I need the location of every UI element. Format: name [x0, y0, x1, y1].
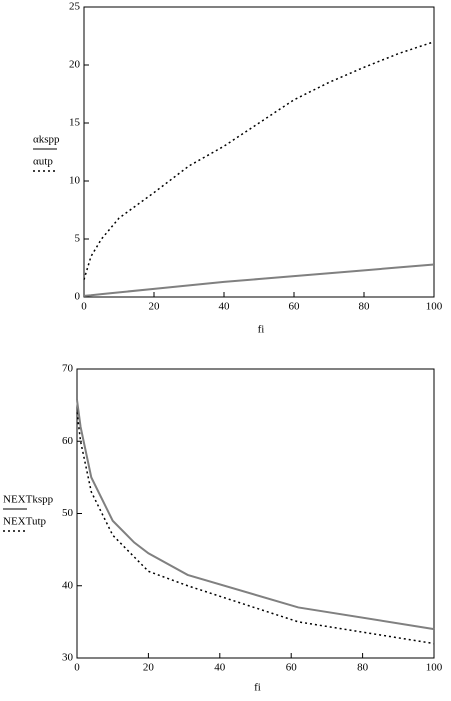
x-tick-label: 100 [426, 662, 443, 674]
series-line [76, 399, 435, 631]
y-tick-label: 10 [69, 175, 81, 187]
x-tick-label: 20 [149, 301, 161, 313]
x-tick-label: 60 [289, 301, 301, 313]
plot-frame [83, 6, 435, 298]
legend-label: αutp [33, 156, 53, 168]
x-tick-label: 40 [214, 662, 226, 674]
legend-label: NEXTkspp [3, 494, 54, 506]
x-tick-label: 80 [359, 301, 371, 313]
x-tick-label: 0 [74, 662, 80, 674]
y-tick-label: 5 [75, 233, 81, 245]
series-line [83, 41, 435, 280]
x-axis-label: fi [254, 682, 261, 694]
y-tick-label: 50 [62, 507, 74, 519]
x-tick-label: 0 [81, 301, 87, 313]
x-axis-label: fi [258, 324, 265, 336]
x-tick-label: 100 [426, 301, 443, 313]
x-tick-label: 40 [219, 301, 231, 313]
y-tick-label: 15 [69, 117, 81, 129]
y-tick-label: 60 [62, 435, 74, 447]
y-tick-label: 0 [75, 291, 81, 303]
y-tick-label: 40 [62, 579, 74, 591]
y-tick-label: 25 [69, 1, 81, 13]
x-tick-label: 20 [143, 662, 155, 674]
plot-frame [76, 368, 435, 659]
x-tick-label: 60 [286, 662, 298, 674]
series-line [83, 263, 435, 297]
legend-label: αkspp [33, 134, 60, 146]
y-tick-label: 70 [62, 363, 74, 375]
y-tick-label: 20 [69, 59, 81, 71]
series-line [76, 412, 435, 645]
legend-label: NEXTutp [3, 516, 46, 528]
y-tick-label: 30 [62, 652, 74, 664]
x-tick-label: 80 [357, 662, 369, 674]
